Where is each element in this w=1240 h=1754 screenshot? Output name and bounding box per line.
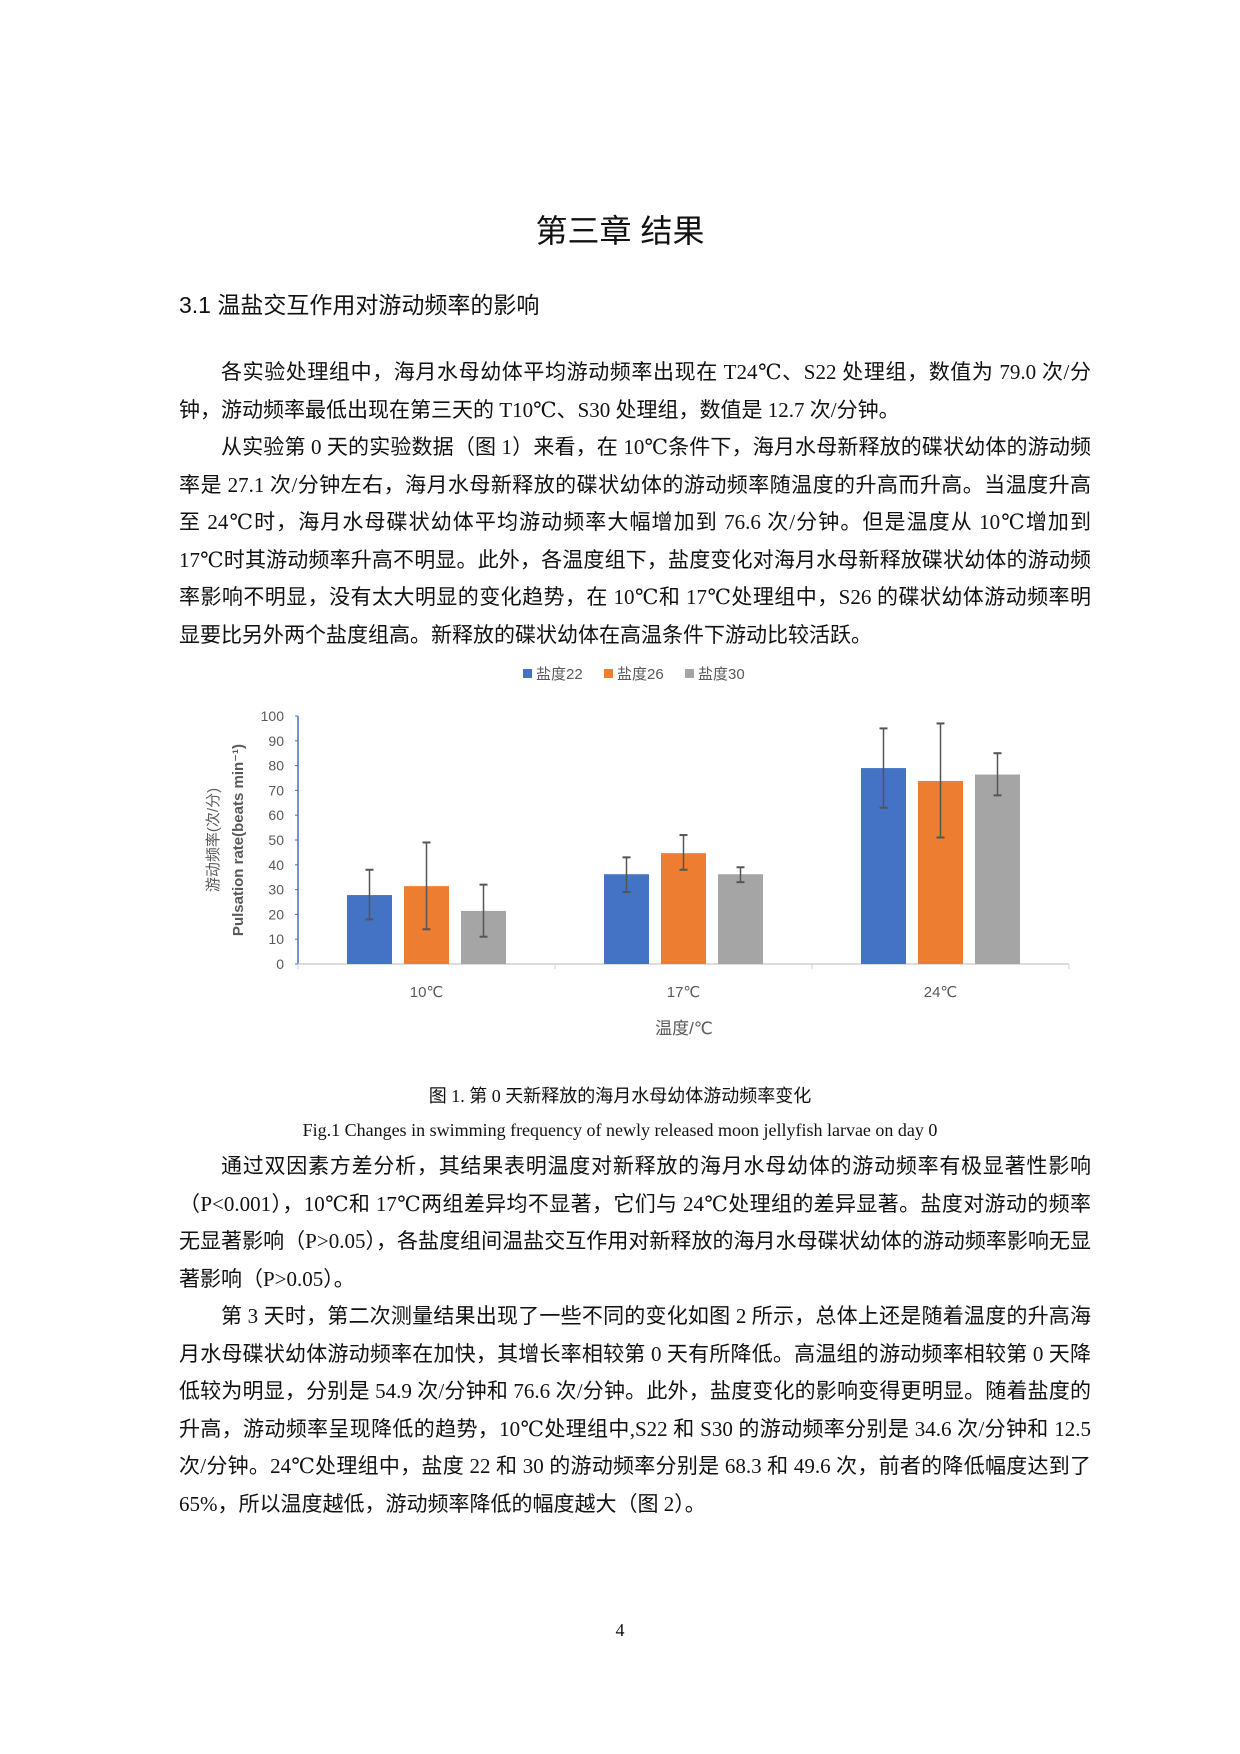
legend-swatch [523, 669, 532, 678]
x-axis-title: 温度/℃ [655, 1019, 713, 1038]
legend-swatch [604, 669, 613, 678]
paragraph: 第 3 天时，第二次测量结果出现了一些不同的变化如图 2 所示，总体上还是随着温… [179, 1304, 1091, 1516]
y-tick-label: 50 [268, 832, 284, 848]
y-tick-label: 0 [276, 956, 284, 972]
y-tick-label: 60 [268, 807, 284, 823]
y-tick-label: 100 [261, 708, 285, 724]
y-tick-label: 90 [268, 733, 284, 749]
chapter-title: 第三章 结果 [535, 213, 705, 249]
y-axis-title-cn: 游动频率(次/分) [205, 788, 222, 892]
bar [661, 853, 706, 964]
bar [975, 774, 1020, 964]
x-tick-label: 10℃ [410, 984, 444, 1001]
y-tick-label: 40 [268, 857, 284, 873]
legend-label: 盐度22 [536, 666, 583, 683]
legend-swatch [685, 669, 694, 678]
section-heading: 3.1 温盐交互作用对游动频率的影响 [179, 292, 540, 318]
bar [718, 874, 763, 964]
figure-caption-cn: 图 1. 第 0 天新释放的海月水母幼体游动频率变化 [428, 1086, 812, 1106]
y-axis-title-en: Pulsation rate(beats min⁻¹) [230, 744, 247, 936]
paragraph: 从实验第 0 天的实验数据（图 1）来看，在 10℃条件下，海月水母新释放的碟状… [179, 435, 1091, 647]
legend-label: 盐度30 [698, 666, 745, 683]
x-tick-label: 24℃ [924, 984, 958, 1001]
y-tick-label: 20 [268, 906, 284, 922]
page-number: 4 [615, 1620, 625, 1640]
x-tick-label: 17℃ [667, 984, 701, 1001]
figure-caption-en: Fig.1 Changes in swimming frequency of n… [302, 1120, 938, 1140]
paragraph: 各实验处理组中，海月水母幼体平均游动频率出现在 T24℃、S22 处理组，数值为… [179, 360, 1091, 422]
legend-label: 盐度26 [617, 666, 664, 683]
paragraph: 通过双因素方差分析，其结果表明温度对新释放的海月水母幼体的游动频率有极显著性影响… [179, 1154, 1091, 1291]
y-tick-label: 30 [268, 882, 284, 898]
y-tick-label: 80 [268, 758, 284, 774]
y-tick-label: 10 [268, 931, 284, 947]
bar-chart: 盐度22 盐度26 盐度30 0 10 20 30 40 50 60 70 80 90 100 10℃ 17℃… [205, 666, 1070, 1038]
y-tick-label: 70 [268, 782, 284, 798]
